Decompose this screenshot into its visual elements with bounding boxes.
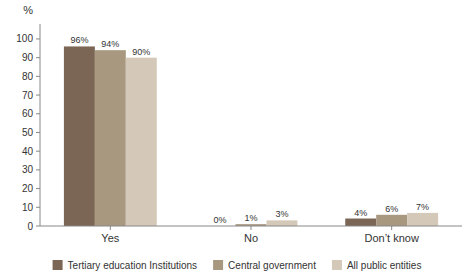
x-tick-label: Don’t know [364,232,418,244]
data-label: 3% [275,209,288,219]
y-axis-line [40,24,41,226]
legend-label: All public entities [347,260,421,271]
data-label: 1% [244,213,257,223]
legend-item: All public entities [332,260,421,271]
data-label: 94% [101,39,119,49]
bar [345,219,376,226]
y-tick-label: 20 [22,183,34,194]
y-tick [36,132,40,133]
y-tick [36,188,40,189]
legend-swatch [213,260,223,270]
legend-swatch [332,260,342,270]
legend-item: Tertiary education Institutions [53,260,198,271]
data-label: 0% [214,215,227,225]
y-tick-label: 40 [22,146,34,157]
bar [64,46,95,226]
data-label: 6% [385,204,398,214]
y-tick [36,151,40,152]
y-tick-label: 50 [22,127,34,138]
y-tick [36,76,40,77]
y-tick-label: 70 [22,90,34,101]
y-tick-label: 80 [22,71,34,82]
legend: Tertiary education Institutions Central g… [53,260,422,271]
x-tick [251,226,252,230]
legend-swatch [53,260,63,270]
y-tick-label: 10 [22,202,34,213]
bar [376,215,407,226]
x-tick [110,226,111,230]
y-tick [36,169,40,170]
x-axis: Yes No Don’t know [40,226,462,244]
y-tick [36,95,40,96]
y-axis: 0 10 20 30 40 50 60 70 80 90 100 [16,24,40,232]
y-tick [36,113,40,114]
y-tick-label: 100 [16,33,33,44]
y-tick [36,57,40,58]
bar [95,50,126,226]
bar [126,58,157,226]
bar [266,220,297,226]
legend-label: Central government [228,260,316,271]
y-tick [36,207,40,208]
chart: 0 10 20 30 40 50 60 70 80 90 100% 96% 0% 4% 94% 1% 6% 90%… [0,0,474,276]
x-tick [391,226,392,230]
legend-label: Tertiary education Institutions [68,260,198,271]
data-label: 90% [132,47,150,57]
bars [64,46,438,226]
data-labels: 96% 0% 4% 94% 1% 6% 90% 3% 7% [70,35,429,225]
data-label: 4% [354,208,367,218]
y-tick [36,38,40,39]
y-tick-label: 60 [22,108,34,119]
data-label: 7% [416,202,429,212]
y-tick-label: 30 [22,164,34,175]
legend-item: Central government [213,260,316,271]
y-tick [36,226,40,227]
x-tick-label: Yes [101,232,119,244]
y-axis-label: % [23,4,33,16]
y-tick-label: 0 [27,221,33,232]
x-tick-label: No [244,232,258,244]
bar [407,213,438,226]
data-label: 96% [70,35,88,45]
y-tick-label: 90 [22,52,34,63]
